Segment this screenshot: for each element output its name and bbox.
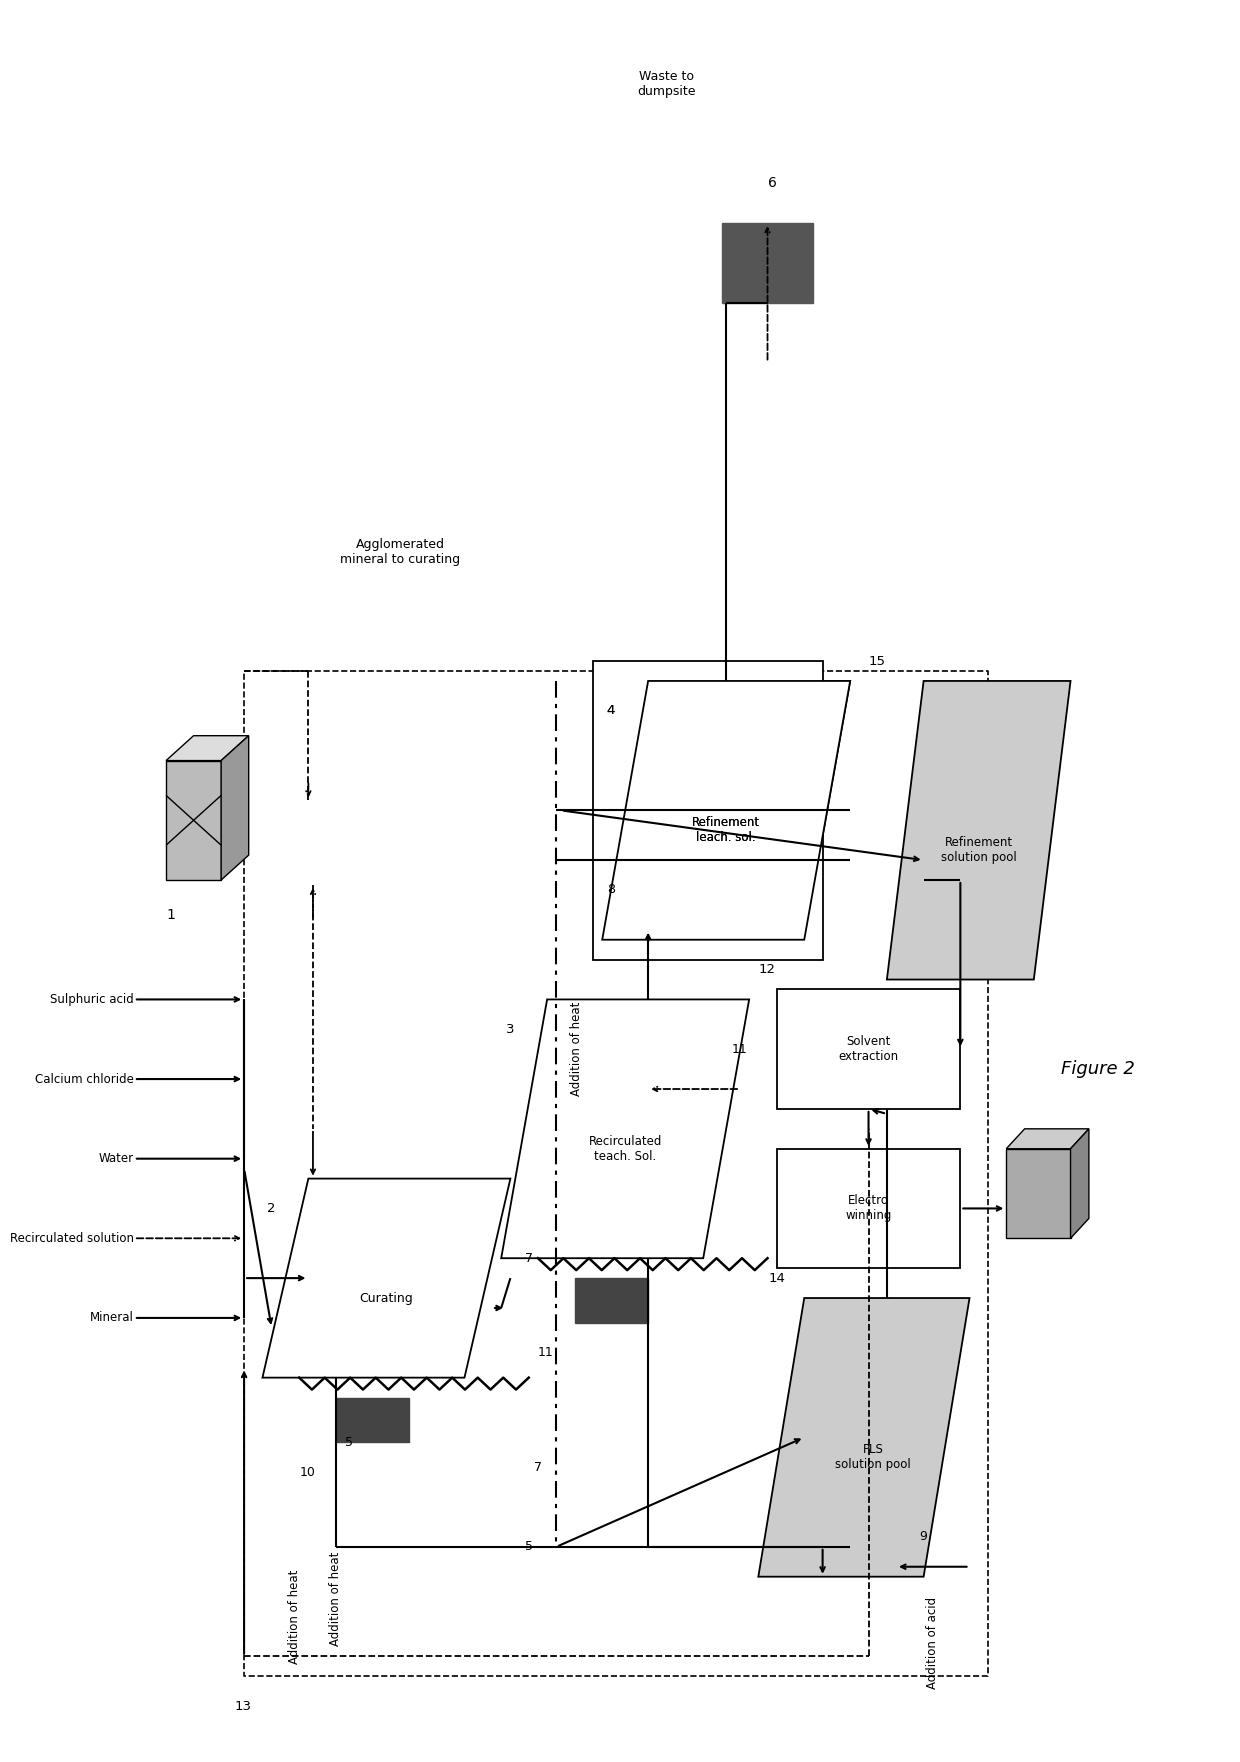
Text: 9: 9 bbox=[920, 1531, 928, 1544]
Text: 5: 5 bbox=[345, 1436, 353, 1448]
Text: Addition of acid: Addition of acid bbox=[926, 1596, 940, 1688]
Text: 8: 8 bbox=[608, 883, 615, 897]
Text: 10: 10 bbox=[299, 1466, 315, 1478]
Polygon shape bbox=[759, 1299, 970, 1577]
Polygon shape bbox=[1007, 1129, 1089, 1149]
Bar bbox=[336, 1397, 409, 1443]
Text: 3: 3 bbox=[506, 1022, 515, 1036]
Text: 11: 11 bbox=[732, 1043, 748, 1055]
Polygon shape bbox=[166, 761, 221, 879]
Text: 13: 13 bbox=[234, 1700, 252, 1713]
Text: 4: 4 bbox=[606, 705, 615, 717]
Text: Recirculated
teach. Sol.: Recirculated teach. Sol. bbox=[589, 1135, 662, 1163]
Text: Addition of heat: Addition of heat bbox=[330, 1552, 342, 1646]
Text: 4: 4 bbox=[606, 705, 615, 717]
Polygon shape bbox=[263, 1179, 511, 1378]
Bar bbox=[593, 661, 822, 960]
Polygon shape bbox=[1070, 1129, 1089, 1239]
Text: Waste to
dumpsite: Waste to dumpsite bbox=[637, 70, 696, 97]
Polygon shape bbox=[501, 999, 749, 1258]
Text: 7: 7 bbox=[525, 1251, 533, 1265]
Text: Solvent
extraction: Solvent extraction bbox=[838, 1036, 899, 1062]
Text: 14: 14 bbox=[769, 1272, 785, 1284]
Text: Addition of heat: Addition of heat bbox=[288, 1570, 301, 1663]
Text: Water: Water bbox=[99, 1152, 134, 1165]
Text: 2: 2 bbox=[267, 1202, 275, 1216]
Text: 1: 1 bbox=[166, 907, 175, 922]
Text: Recirculated solution: Recirculated solution bbox=[10, 1232, 134, 1244]
Text: Figure 2: Figure 2 bbox=[1061, 1061, 1136, 1078]
Text: Refinement
leach. sol.: Refinement leach. sol. bbox=[692, 816, 760, 844]
Polygon shape bbox=[166, 737, 249, 761]
Text: Mineral: Mineral bbox=[91, 1311, 134, 1325]
Text: Calcium chloride: Calcium chloride bbox=[35, 1073, 134, 1085]
Polygon shape bbox=[603, 680, 851, 939]
Text: Sulphuric acid: Sulphuric acid bbox=[50, 994, 134, 1006]
Polygon shape bbox=[1007, 1149, 1070, 1239]
Text: PLS
solution pool: PLS solution pool bbox=[836, 1443, 911, 1471]
Polygon shape bbox=[221, 737, 249, 879]
Text: Refinement
leach. sol.: Refinement leach. sol. bbox=[692, 816, 760, 844]
Text: 15: 15 bbox=[868, 654, 885, 668]
Polygon shape bbox=[603, 680, 851, 939]
Text: 12: 12 bbox=[759, 964, 776, 976]
Text: Curating: Curating bbox=[360, 1292, 413, 1304]
Text: 7: 7 bbox=[534, 1461, 542, 1473]
Text: Electro
winning: Electro winning bbox=[846, 1195, 892, 1223]
Bar bbox=[776, 1149, 960, 1269]
Text: Addition of heat: Addition of heat bbox=[570, 1003, 583, 1096]
Bar bbox=[722, 224, 813, 303]
Text: Agglomerated
mineral to curating: Agglomerated mineral to curating bbox=[340, 537, 460, 566]
Text: Refinement
solution pool: Refinement solution pool bbox=[941, 837, 1017, 863]
Text: 11: 11 bbox=[538, 1346, 554, 1359]
Bar bbox=[574, 1277, 649, 1323]
Text: 5: 5 bbox=[525, 1540, 533, 1554]
Text: 6: 6 bbox=[768, 176, 776, 190]
Polygon shape bbox=[887, 680, 1070, 980]
Bar bbox=[776, 990, 960, 1108]
